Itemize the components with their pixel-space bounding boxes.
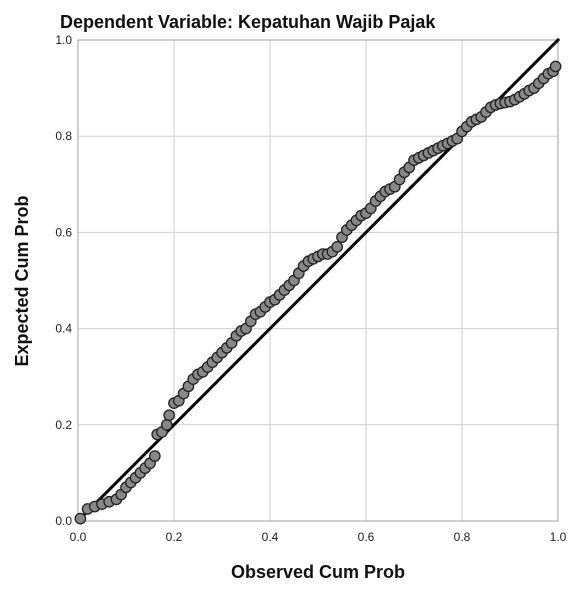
- x-axis-label: Observed Cum Prob: [231, 562, 405, 582]
- y-tick-label: 0.6: [55, 225, 72, 239]
- grid: [78, 40, 558, 521]
- x-tick-label: 0.2: [166, 530, 183, 544]
- x-tick-label: 1.0: [550, 530, 567, 544]
- plot-frame: [77, 39, 559, 522]
- y-tick-labels: 0.0 0.2 0.4 0.6 0.8 1.0: [55, 33, 72, 528]
- x-tick-labels: 0.0 0.2 0.4 0.6 0.8 1.0: [70, 530, 567, 544]
- y-tick-label: 0.8: [55, 129, 72, 143]
- y-tick-label: 0.4: [55, 322, 72, 336]
- y-axis-label: Expected Cum Prob: [12, 195, 32, 366]
- y-tick-label: 1.0: [55, 33, 72, 47]
- x-tick-label: 0.4: [262, 530, 279, 544]
- data-point: [74, 512, 87, 525]
- data-point: [148, 450, 161, 462]
- x-tick-label: 0.0: [70, 530, 87, 544]
- x-tick-label: 0.8: [454, 530, 471, 544]
- y-tick-label: 0.2: [55, 418, 72, 432]
- data-point: [160, 418, 173, 431]
- chart-title: Dependent Variable: Kepatuhan Wajib Paja…: [60, 12, 436, 32]
- data-point: [163, 409, 176, 422]
- data-points: [74, 60, 562, 525]
- y-tick-label: 0.0: [55, 514, 72, 528]
- data-point: [331, 240, 344, 253]
- x-tick-label: 0.6: [358, 530, 375, 544]
- data-point: [549, 60, 562, 73]
